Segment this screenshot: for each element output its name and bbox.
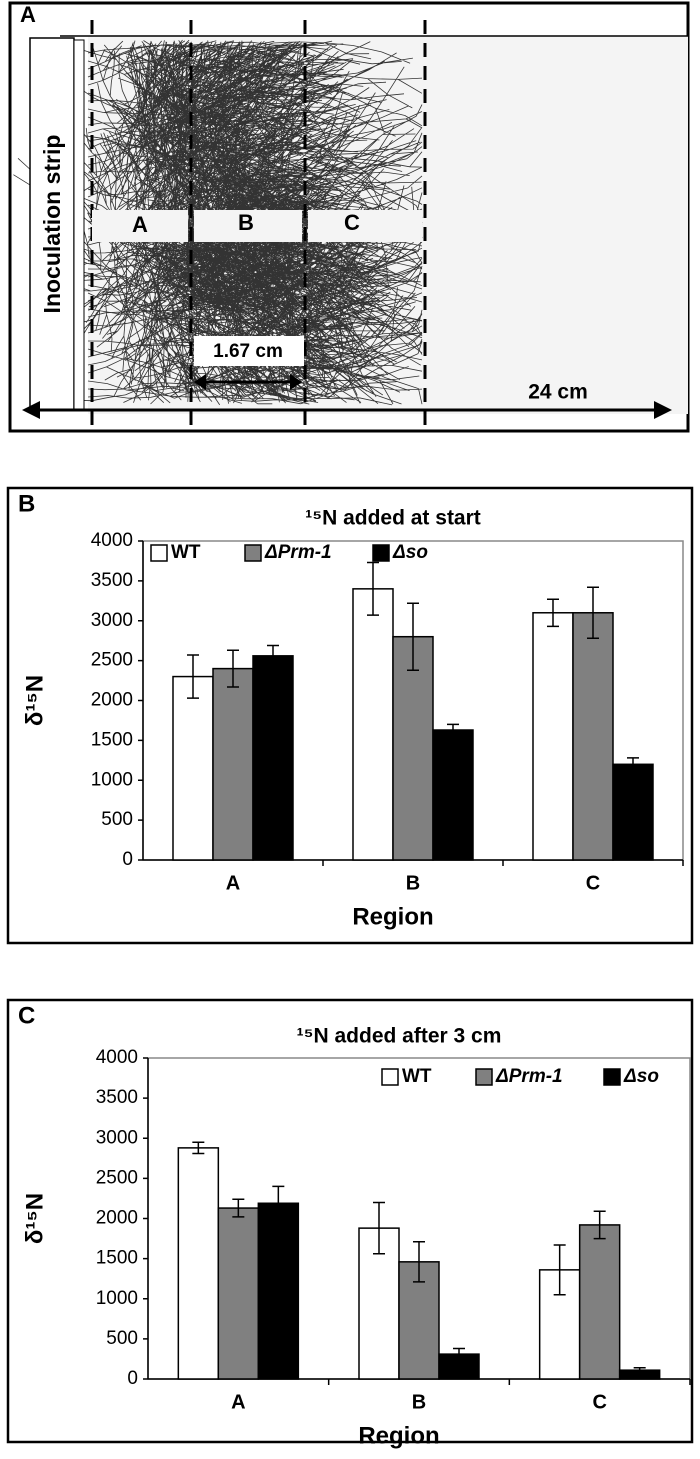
diagram: Inoculation strip A B C 1.67 cm 24 cm A bbox=[8, 1, 690, 433]
label-bg bbox=[308, 210, 422, 242]
x-axis-label: Region bbox=[358, 1422, 439, 1449]
y-tick-label: 3000 bbox=[96, 1127, 138, 1148]
error-bar bbox=[587, 586, 599, 640]
label-bg bbox=[194, 210, 302, 242]
error-bar bbox=[627, 757, 639, 772]
error-bar bbox=[272, 1185, 285, 1221]
bar bbox=[252, 655, 294, 861]
y-tick-label: 4000 bbox=[91, 530, 133, 551]
bar bbox=[532, 612, 574, 861]
bar bbox=[352, 588, 394, 861]
width-label: 1.67 cm bbox=[213, 341, 283, 362]
y-tick-label: 4000 bbox=[96, 1047, 138, 1068]
bar bbox=[358, 1227, 400, 1380]
legend-swatch bbox=[244, 544, 262, 562]
error-bar bbox=[547, 598, 559, 628]
error-bar bbox=[453, 1347, 465, 1361]
bar bbox=[612, 763, 654, 861]
legend-swatch bbox=[475, 1068, 493, 1086]
y-tick-label: 3500 bbox=[96, 1087, 138, 1108]
panel-label: A bbox=[20, 2, 36, 27]
y-tick-label: 1000 bbox=[96, 1288, 138, 1309]
bar bbox=[217, 1207, 260, 1380]
y-tick-label: 1000 bbox=[91, 769, 133, 790]
strip-edge bbox=[73, 39, 85, 411]
chart-title: ¹⁵N added after 3 cm bbox=[297, 1025, 502, 1048]
x-tick-label: B bbox=[406, 872, 420, 894]
legend-label: WT bbox=[171, 542, 201, 563]
legend-swatch bbox=[150, 544, 168, 562]
bar bbox=[432, 729, 474, 861]
bar bbox=[172, 675, 214, 861]
error-bar bbox=[447, 723, 459, 737]
label-bg bbox=[194, 336, 304, 366]
legend-swatch bbox=[381, 1068, 399, 1086]
legend-label: ΔPrm-1 bbox=[495, 1066, 563, 1087]
y-axis-label: δ¹⁵N bbox=[21, 675, 48, 726]
error-bar bbox=[267, 644, 279, 667]
x-tick-label: A bbox=[231, 1391, 245, 1413]
y-tick-label: 2000 bbox=[96, 1208, 138, 1229]
bar bbox=[572, 612, 614, 861]
y-tick-label: 500 bbox=[106, 1328, 138, 1349]
strip bbox=[29, 37, 75, 411]
region-label: A bbox=[132, 212, 148, 237]
panel-label: C bbox=[18, 1002, 35, 1029]
region-label: C bbox=[344, 210, 360, 235]
y-tick-label: 2000 bbox=[91, 690, 133, 711]
x-tick-label: A bbox=[226, 872, 240, 894]
error-bar bbox=[553, 1244, 566, 1296]
x-tick-label: C bbox=[586, 872, 600, 894]
width-arrowheads bbox=[194, 374, 302, 390]
y-tick-label: 1500 bbox=[91, 729, 133, 750]
y-tick-label: 2500 bbox=[91, 650, 133, 671]
legend-label: WT bbox=[402, 1066, 432, 1087]
x-tick-label: B bbox=[412, 1391, 426, 1413]
bar bbox=[578, 1224, 621, 1380]
error-bar bbox=[593, 1210, 606, 1240]
y-tick-label: 3000 bbox=[91, 610, 133, 631]
y-tick-label: 0 bbox=[122, 849, 133, 870]
legend-swatch bbox=[372, 544, 390, 562]
strip-label: Inoculation strip bbox=[39, 135, 65, 314]
length-label: 24 cm bbox=[528, 381, 588, 404]
error-bar bbox=[373, 1201, 385, 1255]
error-bar bbox=[232, 1198, 245, 1218]
y-tick-label: 2500 bbox=[96, 1167, 138, 1188]
error-bar bbox=[192, 1141, 205, 1155]
error-bar bbox=[633, 1367, 646, 1374]
y-tick-label: 3500 bbox=[91, 570, 133, 591]
legend-label: Δso bbox=[392, 542, 428, 563]
label-bg bbox=[92, 210, 188, 242]
x-tick-label: C bbox=[592, 1391, 606, 1413]
error-bar bbox=[367, 561, 379, 616]
region-label: B bbox=[238, 210, 254, 235]
legend-label: ΔPrm-1 bbox=[264, 542, 332, 563]
panel-label: B bbox=[18, 490, 35, 517]
error-bar bbox=[413, 1241, 425, 1283]
y-axis-label: δ¹⁵N bbox=[21, 1193, 48, 1244]
bar bbox=[257, 1202, 300, 1380]
bar bbox=[392, 635, 434, 861]
error-bar bbox=[407, 602, 419, 671]
y-tick-label: 0 bbox=[127, 1368, 138, 1389]
x-axis-label: Region bbox=[352, 903, 433, 930]
y-tick-label: 1500 bbox=[96, 1248, 138, 1269]
legend-label: Δso bbox=[623, 1066, 659, 1087]
chart-title: ¹⁵N added at start bbox=[305, 507, 481, 530]
error-bar bbox=[187, 654, 199, 699]
bar bbox=[177, 1147, 220, 1380]
legend-swatch bbox=[603, 1068, 621, 1086]
bar bbox=[212, 667, 254, 861]
y-tick-label: 500 bbox=[101, 809, 133, 830]
error-bar bbox=[227, 649, 239, 688]
